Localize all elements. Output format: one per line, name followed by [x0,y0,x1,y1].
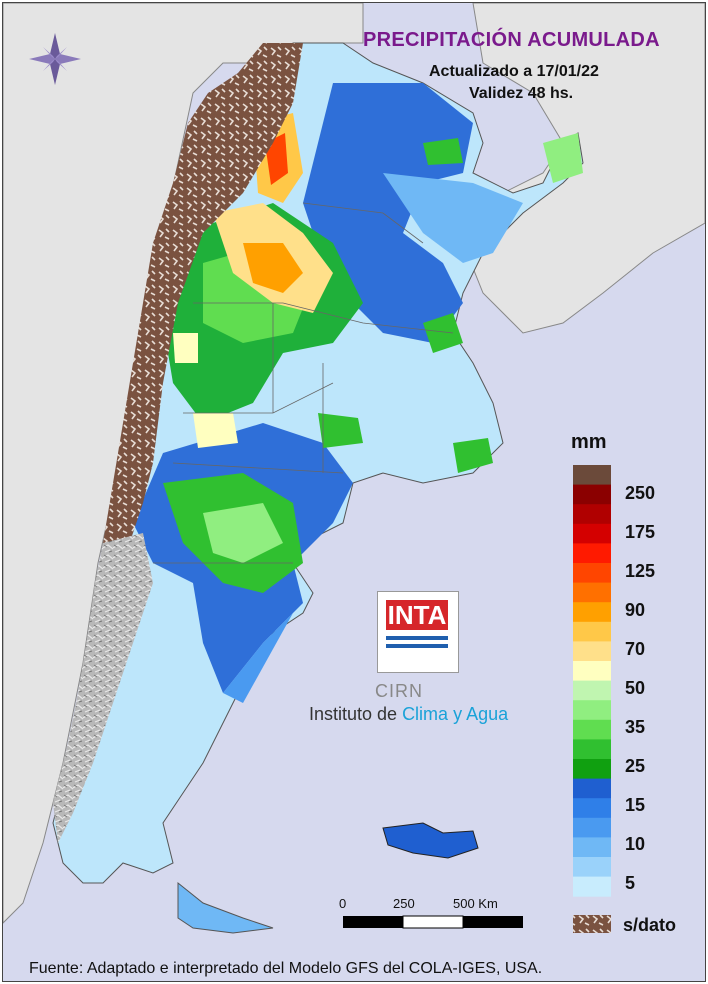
legend-label: 90 [625,600,646,620]
legend-label: 175 [625,522,656,542]
precip-zone-10b [223,613,293,703]
precip-zone-90 [243,243,303,293]
legend-swatches [573,465,611,897]
map-canvas [3,3,705,934]
legend-swatch [573,739,611,760]
legend-swatch [573,504,611,525]
legend-swatch [573,680,611,701]
legend-swatch [573,621,611,642]
legend-swatch [573,700,611,721]
legend-swatch [573,582,611,603]
update-date: Actualizado a 17/01/22 [429,63,599,80]
legend-label: 25 [625,756,646,776]
legend-swatch [573,798,611,819]
compass-rose-icon [29,33,81,85]
legend-swatch [573,602,611,623]
patagonia-relief [53,533,153,843]
cirn-label: CIRN [375,681,423,701]
scale-label: 0 [339,896,347,911]
legend-swatch [573,661,611,682]
tierra-del-fuego [177,881,274,934]
scale-label: 500 Km [453,896,498,911]
scale-bar [343,915,523,929]
legend-label: 10 [625,834,646,854]
legend-swatch [573,543,611,564]
legend-nodata-swatch [573,915,611,933]
institute-name: Instituto de Clima y Agua [309,704,508,725]
source-note: Fuente: Adaptado e interpretado del Mode… [29,960,543,977]
malvinas-islands [382,822,479,859]
inta-logo-stripe [386,636,448,640]
institute-prefix: Instituto de [309,704,403,724]
legend-swatch [573,857,611,878]
legend-label: 250 [625,483,656,503]
legend-swatch [573,719,611,740]
legend-swatch [573,778,611,799]
precip-zone-25f [423,138,463,165]
precip-zone-10 [383,173,523,263]
legend-label: 15 [625,795,646,815]
map-title: PRECIPITACIÓN ACUMULADA [363,29,660,51]
legend-swatch [573,876,611,897]
inta-logo: INTA [377,591,459,673]
precip-zone-50b [193,413,238,448]
legend-label: 35 [625,717,646,737]
province-borders [153,202,454,564]
inta-logo-text: INTA [386,600,448,630]
legend-label: 125 [625,561,656,581]
inta-logo-stripe [386,644,448,648]
neighbor-land-east [462,3,705,334]
legend-swatch [573,465,611,486]
legend-label: 50 [625,678,646,698]
precip-zone-25c [423,313,463,353]
precip-zone-50 [543,133,583,183]
legend-unit: mm [571,431,607,453]
precip-zone-25e [453,438,493,473]
legend-swatch [573,523,611,544]
precip-zone-35b [203,503,283,563]
legend-nodata-label: s/dato [623,915,677,935]
legend-swatch [573,563,611,584]
legend-label: 5 [625,873,636,893]
scale-label: 250 [393,896,415,911]
legend-swatch [573,837,611,858]
legend-label: 70 [625,639,646,659]
legend-swatch [573,759,611,780]
legend-swatch [573,817,611,838]
precip-zone-25d [318,413,363,448]
precip-zone-50c [173,333,198,363]
institute-highlight: Clima y Agua [402,704,509,724]
validity-period: Validez 48 hs. [469,85,574,102]
andes-nodata [98,43,303,623]
legend-swatch [573,484,611,505]
legend-swatch [573,641,611,662]
